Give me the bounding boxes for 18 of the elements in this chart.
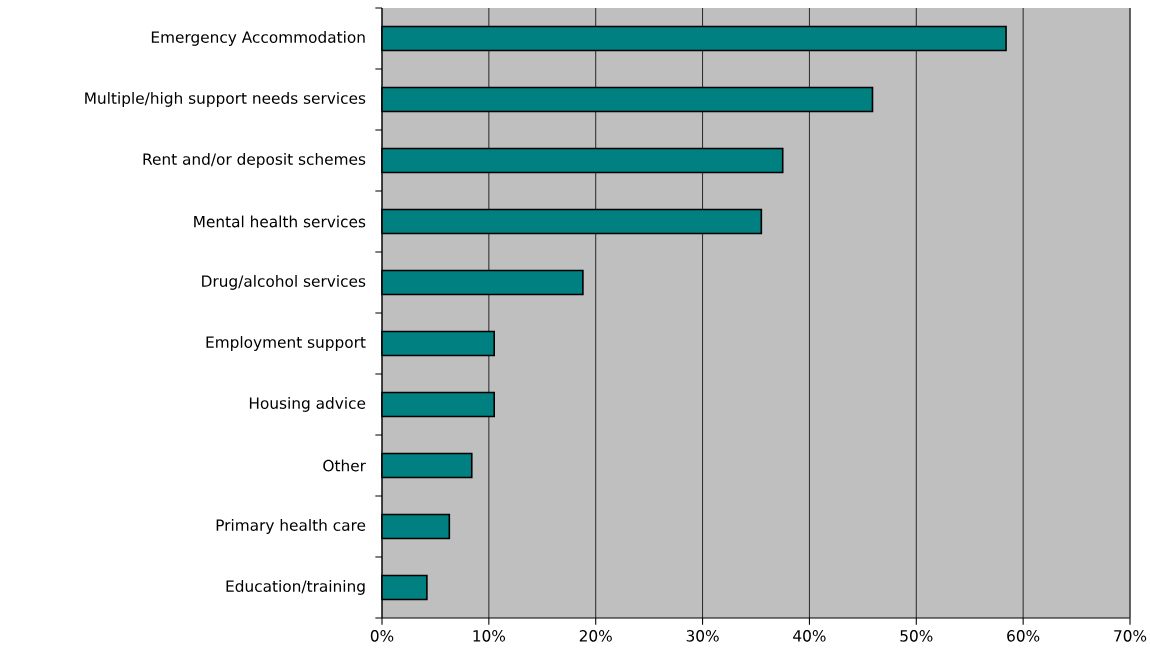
x-tick-label: 30%	[686, 630, 719, 642]
y-tick-label: Mental health services	[194, 215, 366, 228]
y-tick-label: Primary health care	[216, 519, 366, 534]
x-tick-label: 0%	[370, 630, 394, 642]
y-tick-label: Employment support	[206, 336, 366, 351]
x-tick-label: 50%	[900, 630, 933, 642]
y-tick-label: Drug/alcohol services	[202, 275, 366, 290]
y-tick-label: Education/training	[226, 580, 365, 595]
y-tick-label: Rent and/or deposit schemes	[143, 153, 366, 168]
x-tick-label: 10%	[473, 630, 506, 642]
y-tick-label: Multiple/high support needs services	[85, 92, 366, 107]
x-tick-label: 70%	[1114, 630, 1147, 642]
y-tick-label: Other	[323, 459, 366, 472]
y-tick-label: Housing advice	[249, 397, 366, 412]
x-tick-label: 20%	[579, 630, 612, 642]
x-tick-label: 60%	[1007, 630, 1040, 642]
y-tick-label: Emergency Accommodation	[151, 31, 365, 46]
x-tick-label: 40%	[793, 630, 826, 642]
